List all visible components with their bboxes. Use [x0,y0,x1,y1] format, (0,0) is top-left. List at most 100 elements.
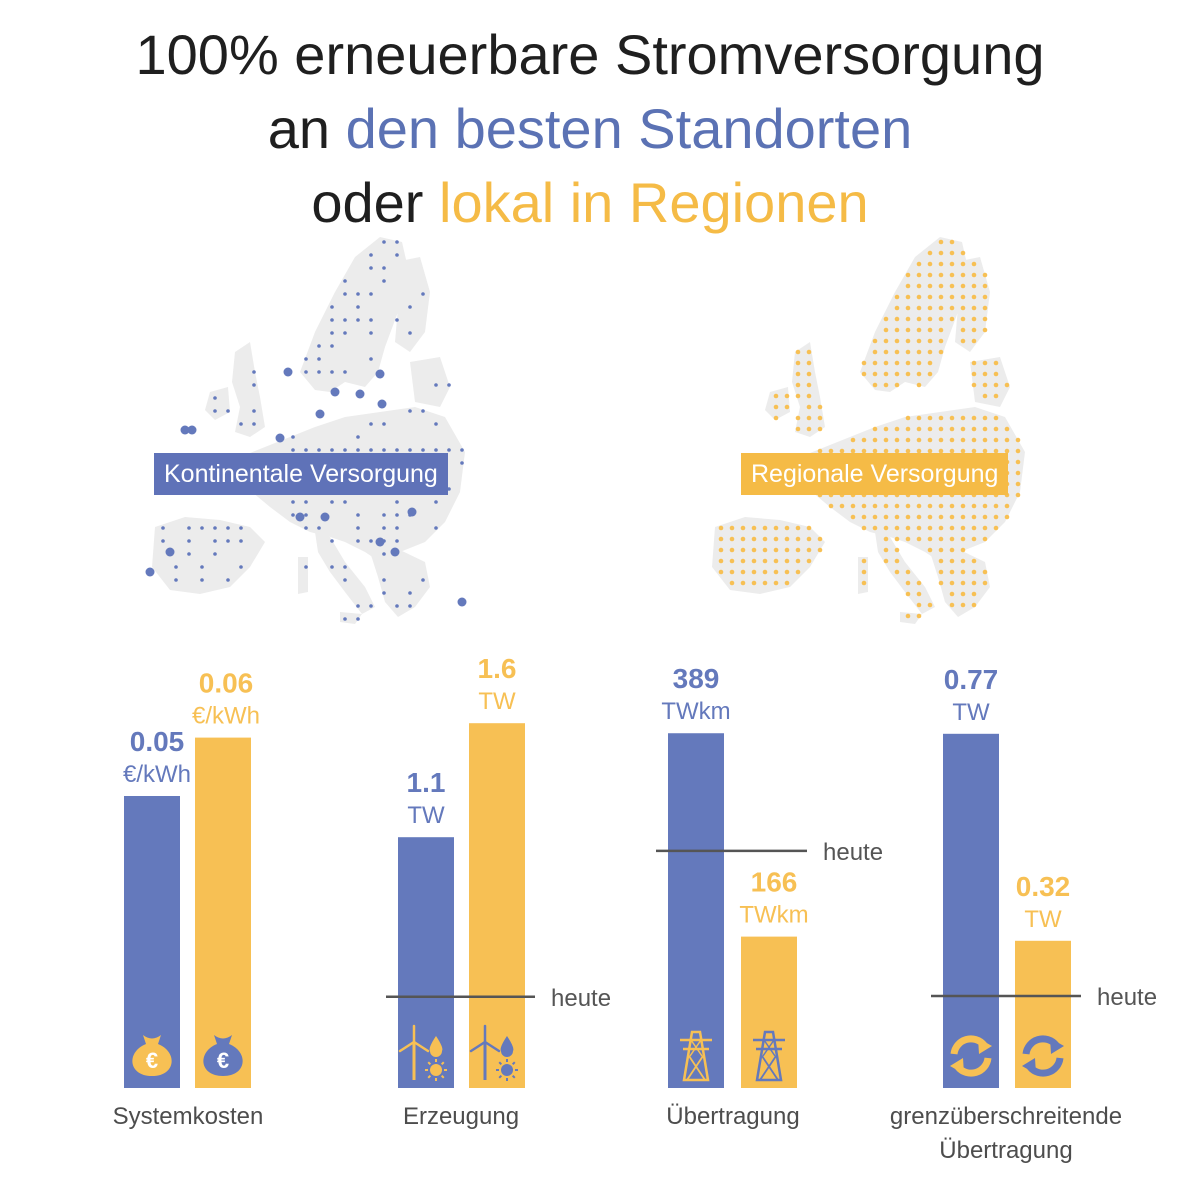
map-dot [883,327,889,333]
map-dot [938,514,944,520]
map-dot [960,503,966,509]
map-dot [894,558,900,564]
map-site-dot [390,547,400,557]
map-dot [949,415,955,421]
map-dot [382,552,386,556]
map-dot [861,371,867,377]
map-site-dot [275,433,285,443]
map-dot [960,448,966,454]
map-dot [883,437,889,443]
map-dot [330,448,334,452]
map-dot [382,448,386,452]
map-dot [382,279,386,283]
map-dot [1015,492,1021,498]
map-dot [971,327,977,333]
money-bag-euro-icon: € [132,1035,172,1076]
regional-supply-label: Regionale Versorgung [741,453,1009,495]
map-site-dot [375,369,385,379]
map-dot [239,565,243,569]
map-dot [252,383,256,387]
map-dot [252,370,256,374]
map-dot [795,415,801,421]
map-dot [369,266,373,270]
map-dot [1015,481,1021,487]
map-dot [343,565,347,569]
map-dot [927,503,933,509]
map-dot [883,448,889,454]
map-dot [960,327,966,333]
map-dot [916,602,922,608]
map-dot [916,591,922,597]
map-dot [304,357,308,361]
map-dot [330,565,334,569]
map-dot [806,404,812,410]
map-dot [916,349,922,355]
map-dot [905,613,911,619]
map-dot [982,580,988,586]
map-dot [938,580,944,586]
bar-unit-label: €/kWh [123,761,191,788]
map-dot [795,525,801,531]
map-dot [949,503,955,509]
map-dot [317,448,321,452]
map-dot [949,294,955,300]
map-dot [916,503,922,509]
bar-value-label: 166 [751,867,798,898]
map-dot [806,382,812,388]
map-dot [187,539,191,543]
map-dot [729,525,735,531]
map-dot [161,526,165,530]
map-dot [395,500,399,504]
map-dot [408,331,412,335]
map-dot [993,393,999,399]
map-dot [982,415,988,421]
power-pylon-icon [680,1030,712,1082]
today-label: heute [551,985,611,1012]
map-dot [395,448,399,452]
map-dot [916,426,922,432]
map-dot [343,279,347,283]
map-dot [718,525,724,531]
map-dot [356,292,360,296]
map-dot [839,448,845,454]
map-dot [356,435,360,439]
map-dot [894,503,900,509]
map-dot [949,514,955,520]
regional-bar [469,723,525,1088]
map-dot [740,525,746,531]
map-dot [434,448,438,452]
map-dot [395,604,399,608]
map-dot [762,547,768,553]
map-dot [850,503,856,509]
map-dot [861,580,867,586]
map-dot [949,547,955,553]
map-dot [982,327,988,333]
map-dot [343,578,347,582]
map-dot [927,437,933,443]
map-dot [938,525,944,531]
map-dot [460,448,464,452]
map-dot [938,569,944,575]
map-dot [993,382,999,388]
map-dot [960,283,966,289]
map-dot [916,360,922,366]
map-dot [395,526,399,530]
map-dot [434,422,438,426]
map-dot [949,316,955,322]
map-dot [729,547,735,553]
map-dot [762,558,768,564]
map-dot [927,536,933,542]
map-dot [729,580,735,586]
map-dot [239,539,243,543]
map-dot [905,327,911,333]
map-dot [960,338,966,344]
map-dot [938,327,944,333]
map-dot [1004,437,1010,443]
map-dot [982,294,988,300]
map-dot [817,426,823,432]
map-dot [982,426,988,432]
map-dot [304,565,308,569]
map-dot [729,558,735,564]
map-dot [960,558,966,564]
map-dot [356,318,360,322]
